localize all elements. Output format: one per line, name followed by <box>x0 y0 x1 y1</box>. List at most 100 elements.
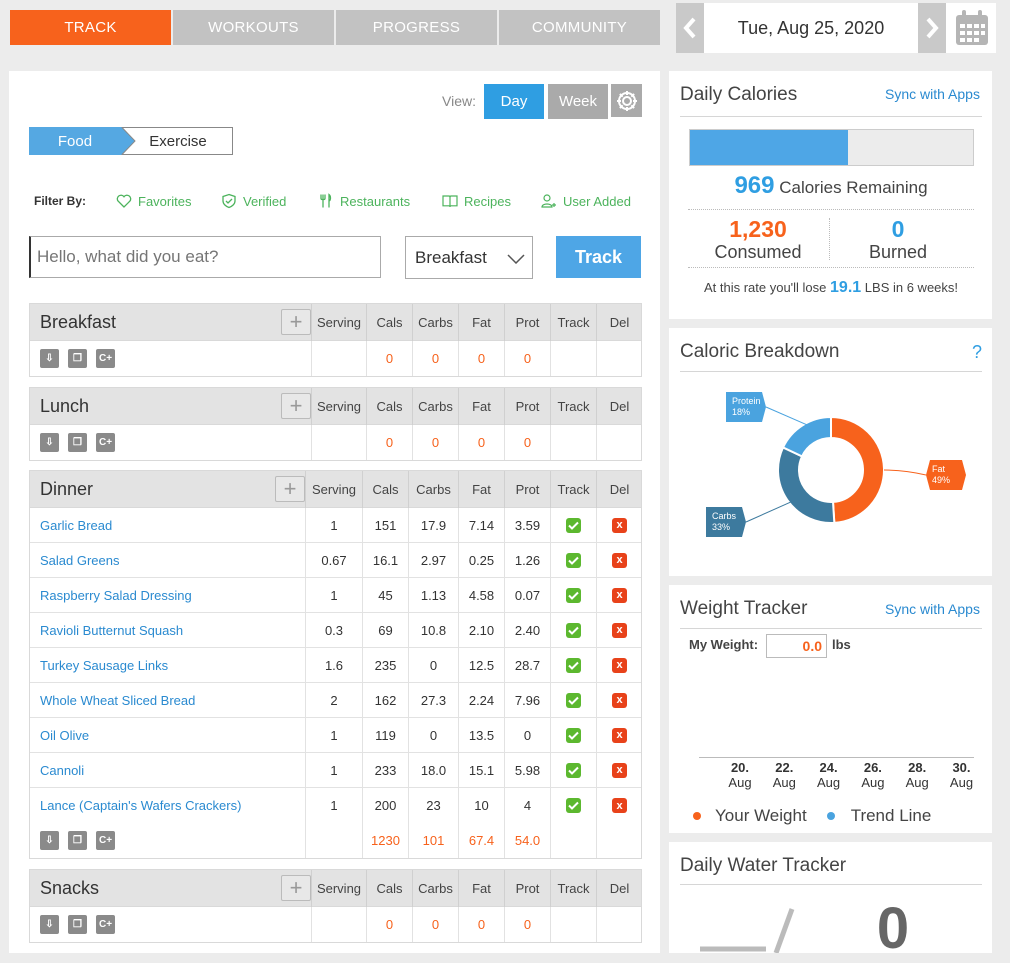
col-prot: Prot <box>504 870 550 907</box>
next-day-button[interactable] <box>918 3 946 53</box>
food-name-link[interactable]: Garlic Bread <box>40 517 113 533</box>
calorie-progress-bar <box>689 129 974 166</box>
tab-community[interactable]: COMMUNITY <box>499 10 660 45</box>
meal-breakfast: Breakfast + Serving Cals Carbs Fat Prot … <box>29 303 642 377</box>
custom-add-icon[interactable]: C+ <box>96 349 115 368</box>
filter-restaurants[interactable]: Restaurants <box>318 193 410 209</box>
delete-icon[interactable]: x <box>612 762 627 778</box>
checkmark-icon[interactable] <box>566 552 581 568</box>
checkmark-icon[interactable] <box>566 727 581 743</box>
checkmark-icon[interactable] <box>566 657 581 673</box>
checkmark-icon[interactable] <box>566 622 581 638</box>
custom-add-icon[interactable]: C+ <box>96 831 115 850</box>
serving-cell[interactable]: 1 <box>305 788 362 823</box>
add-food-button[interactable]: + <box>275 476 305 502</box>
food-name-link[interactable]: Whole Wheat Sliced Bread <box>40 692 196 708</box>
food-name-link[interactable]: Raspberry Salad Dressing <box>40 587 192 603</box>
divider <box>680 628 982 629</box>
checkmark-icon[interactable] <box>566 587 581 603</box>
delete-icon[interactable]: x <box>612 622 627 638</box>
food-tab[interactable]: Food <box>57 132 93 150</box>
custom-add-icon[interactable]: C+ <box>96 915 115 934</box>
food-name-link[interactable]: Ravioli Butternut Squash <box>40 622 184 638</box>
copy-icon[interactable]: ❐ <box>68 349 87 368</box>
col-track: Track <box>550 388 596 425</box>
help-icon[interactable]: ? <box>972 342 983 362</box>
prev-day-button[interactable] <box>676 3 704 53</box>
slice-protein[interactable] <box>781 415 832 458</box>
import-icon[interactable]: ⇩ <box>40 915 59 934</box>
settings-button[interactable] <box>611 84 642 117</box>
filter-recipes[interactable]: Recipes <box>442 193 511 209</box>
calendar-button[interactable] <box>948 3 996 53</box>
serving-cell[interactable]: 1 <box>305 718 362 752</box>
prot-cell: 0 <box>504 718 550 752</box>
col-cals: Cals <box>366 870 412 907</box>
cals-cell: 200 <box>362 788 408 823</box>
utensils-icon <box>320 193 332 208</box>
slice-carbs[interactable] <box>777 446 836 524</box>
add-food-button[interactable]: + <box>281 393 311 419</box>
serving-cell[interactable]: 1.6 <box>305 648 362 682</box>
total-prot: 0 <box>504 425 550 460</box>
copy-icon[interactable]: ❐ <box>68 433 87 452</box>
sync-apps-link[interactable]: Sync with Apps <box>885 86 980 102</box>
track-cell <box>550 683 596 717</box>
delete-icon[interactable]: x <box>612 517 627 533</box>
custom-add-icon[interactable]: C+ <box>96 433 115 452</box>
food-name-link[interactable]: Turkey Sausage Links <box>40 657 169 673</box>
meal-select[interactable]: Breakfast <box>405 236 533 279</box>
delete-icon[interactable]: x <box>612 552 627 568</box>
tab-track[interactable]: TRACK <box>10 10 171 45</box>
sync-apps-link[interactable]: Sync with Apps <box>885 601 980 617</box>
checkmark-icon[interactable] <box>566 692 581 708</box>
filter-verified[interactable]: Verified <box>221 193 286 209</box>
import-icon[interactable]: ⇩ <box>40 433 59 452</box>
copy-icon[interactable]: ❐ <box>68 831 87 850</box>
view-week-button[interactable]: Week <box>548 84 608 119</box>
food-name-link[interactable]: Lance (Captain's Wafers Crackers) <box>40 798 242 813</box>
serving-cell[interactable]: 0.67 <box>305 543 362 577</box>
exercise-tab[interactable]: Exercise <box>149 132 207 150</box>
food-name-link[interactable]: Oil Olive <box>40 727 90 743</box>
col-fat: Fat <box>458 471 504 508</box>
checkmark-icon[interactable] <box>566 762 581 778</box>
delete-icon[interactable]: x <box>612 798 627 813</box>
cals-cell: 151 <box>362 508 408 542</box>
serving-cell[interactable]: 2 <box>305 683 362 717</box>
view-day-button[interactable]: Day <box>484 84 544 119</box>
delete-icon[interactable]: x <box>612 692 627 708</box>
serving-cell[interactable]: 1 <box>305 578 362 612</box>
serving-cell[interactable]: 1 <box>305 508 362 542</box>
delete-icon[interactable]: x <box>612 587 627 603</box>
fat-cell: 10 <box>458 788 504 823</box>
add-food-button[interactable]: + <box>281 309 311 335</box>
track-button[interactable]: Track <box>556 236 641 278</box>
delete-icon[interactable]: x <box>612 657 627 673</box>
weight-input[interactable] <box>766 634 827 658</box>
total-cals: 0 <box>366 341 412 376</box>
x-tick-label: 24. Aug <box>817 760 841 790</box>
import-icon[interactable]: ⇩ <box>40 831 59 850</box>
weight-tracker-title: Weight Tracker <box>680 598 808 619</box>
tab-progress[interactable]: PROGRESS <box>336 10 497 45</box>
add-food-button[interactable]: + <box>281 875 311 901</box>
filter-user-added[interactable]: User Added <box>541 193 631 209</box>
serving-cell[interactable]: 1 <box>305 753 362 787</box>
x-tick-label: 26. Aug <box>861 760 885 790</box>
copy-icon[interactable]: ❐ <box>68 915 87 934</box>
delete-icon[interactable]: x <box>612 727 627 743</box>
col-prot: Prot <box>504 304 550 341</box>
serving-cell[interactable]: 0.3 <box>305 613 362 647</box>
tab-workouts[interactable]: WORKOUTS <box>173 10 334 45</box>
food-name-link[interactable]: Salad Greens <box>40 552 120 568</box>
checkmark-icon[interactable] <box>566 798 581 813</box>
food-name-link[interactable]: Cannoli <box>40 762 85 778</box>
filter-favorites[interactable]: Favorites <box>116 193 191 209</box>
slice-fat[interactable] <box>830 415 885 524</box>
food-search-input[interactable] <box>29 236 381 278</box>
total-cals: 1230 <box>362 823 408 858</box>
cals-cell: 233 <box>362 753 408 787</box>
import-icon[interactable]: ⇩ <box>40 349 59 368</box>
checkmark-icon[interactable] <box>566 517 581 533</box>
